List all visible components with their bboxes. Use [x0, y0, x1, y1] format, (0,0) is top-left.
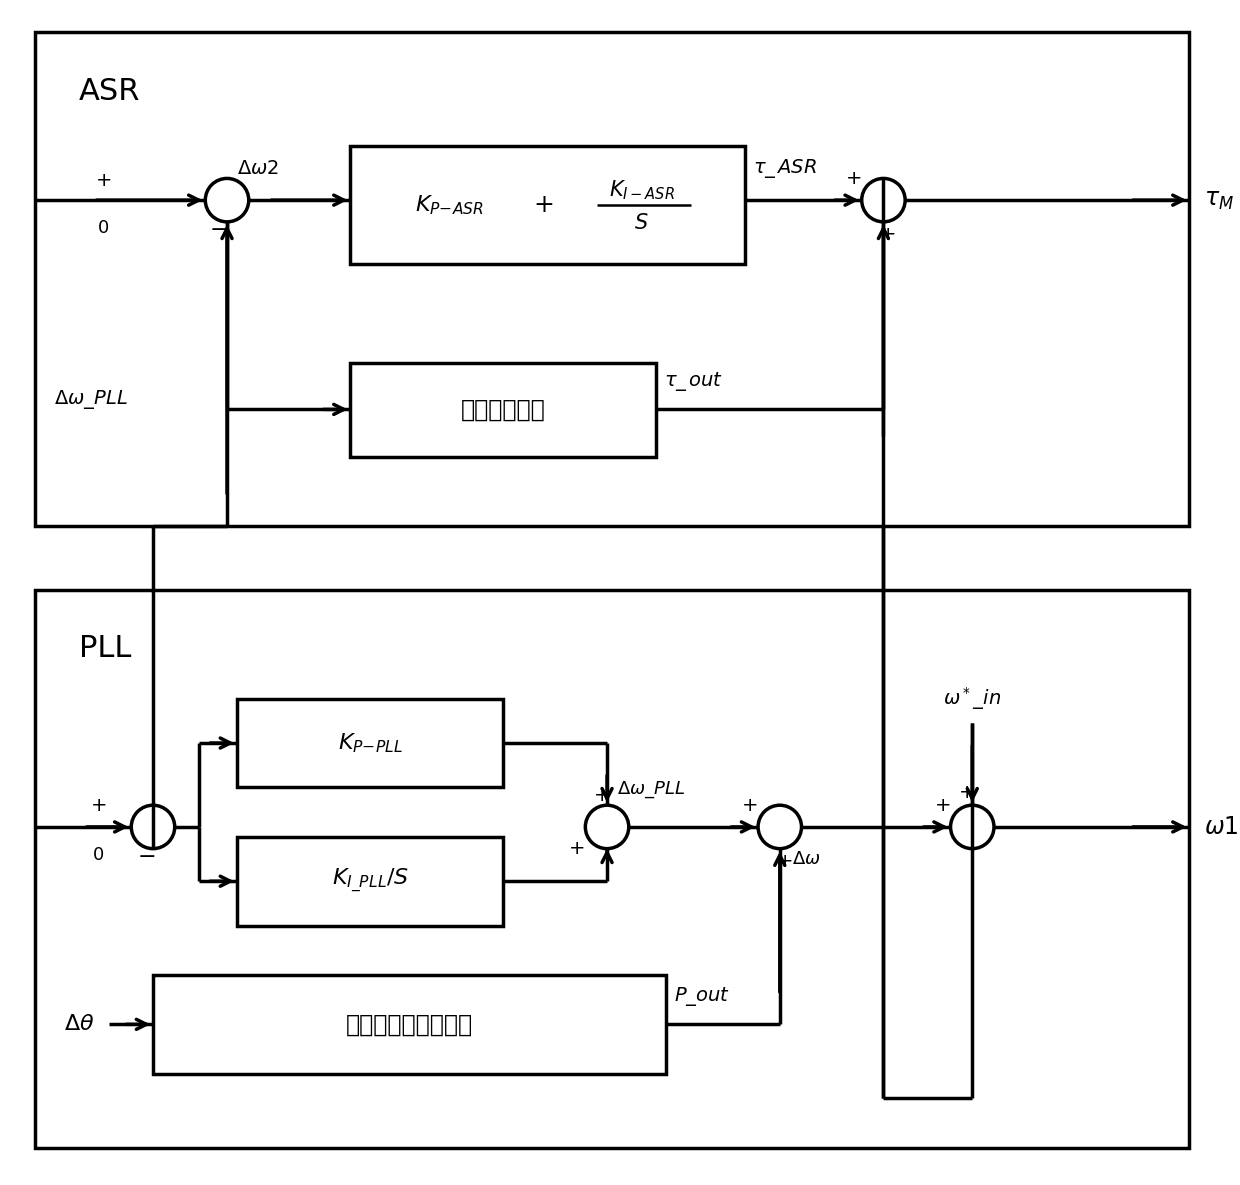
Text: $P\_out$: $P\_out$: [675, 985, 730, 1008]
Text: −: −: [210, 219, 228, 239]
Bar: [35, 590, 1189, 1148]
Text: $K_{P\mathrm{-}ASR}$: $K_{P\mathrm{-}ASR}$: [414, 193, 484, 217]
Text: $\Delta\omega\_PLL$: $\Delta\omega\_PLL$: [618, 780, 686, 800]
Text: $\Delta\omega$: $\Delta\omega$: [791, 850, 820, 867]
Text: +: +: [776, 852, 792, 871]
Text: $\Delta\omega\_PLL$: $\Delta\omega\_PLL$: [55, 387, 128, 411]
Text: $+$: $+$: [533, 193, 553, 217]
Bar: [153, 975, 666, 1074]
Text: $\tau_M$: $\tau_M$: [1204, 188, 1234, 212]
Bar: [237, 837, 503, 925]
Text: $S$: $S$: [635, 213, 649, 232]
Text: +: +: [91, 795, 107, 815]
Text: ASR: ASR: [79, 77, 140, 105]
Bar: [35, 32, 1189, 526]
Text: 0: 0: [93, 846, 104, 864]
Text: 0: 0: [98, 219, 109, 237]
Text: $\omega1$: $\omega1$: [1204, 815, 1239, 839]
Bar: [351, 363, 656, 456]
Text: +: +: [935, 795, 951, 815]
Text: +: +: [95, 171, 112, 190]
Text: 轴误差波动滤除算法: 轴误差波动滤除算法: [346, 1012, 474, 1037]
Bar: [237, 699, 503, 788]
Text: +: +: [569, 839, 585, 858]
Text: +: +: [959, 783, 976, 802]
Text: 力矩补偿算法: 力矩补偿算法: [461, 397, 546, 422]
Text: PLL: PLL: [79, 634, 131, 664]
Text: $\tau\_\,out$: $\tau\_\,out$: [665, 370, 723, 393]
Text: $\omega^*\_in$: $\omega^*\_in$: [944, 685, 1002, 712]
Text: $K_{P\mathrm{-}PLL}$: $K_{P\mathrm{-}PLL}$: [337, 731, 403, 755]
Text: $K_{I-ASR}$: $K_{I-ASR}$: [609, 179, 675, 203]
Text: +: +: [880, 225, 897, 244]
Text: +: +: [594, 786, 610, 805]
Text: $K_{I\_PLL}/S$: $K_{I\_PLL}/S$: [331, 867, 409, 896]
Text: $\Delta\omega2$: $\Delta\omega2$: [237, 159, 279, 178]
Text: −: −: [138, 846, 156, 866]
Text: +: +: [742, 795, 759, 815]
Text: $\tau\_\,ASR$: $\tau\_\,ASR$: [753, 158, 817, 180]
Text: +: +: [846, 169, 862, 188]
Text: $\Delta\theta$: $\Delta\theta$: [64, 1014, 94, 1035]
Bar: [351, 146, 745, 264]
